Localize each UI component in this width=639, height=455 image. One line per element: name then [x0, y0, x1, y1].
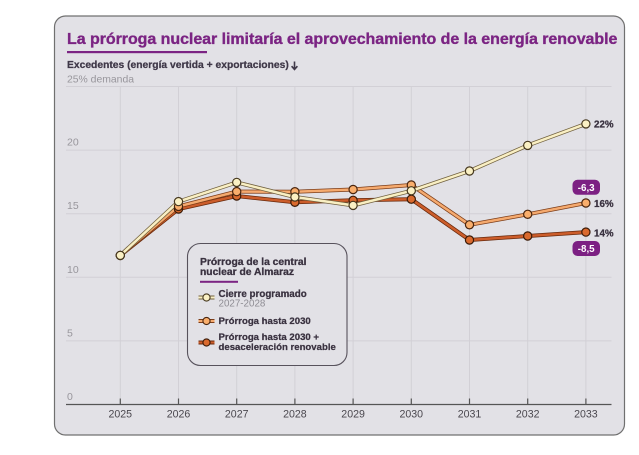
svg-text:15: 15 — [67, 200, 79, 212]
svg-text:2028: 2028 — [283, 409, 307, 421]
svg-text:Cierre programado: Cierre programado — [219, 289, 307, 300]
svg-text:2030: 2030 — [400, 409, 424, 421]
svg-text:Prórroga de la central: Prórroga de la central — [200, 257, 307, 268]
svg-text:10: 10 — [67, 264, 79, 276]
svg-text:0: 0 — [67, 391, 73, 403]
svg-text:2027: 2027 — [225, 409, 249, 421]
svg-text:2029: 2029 — [341, 409, 365, 421]
svg-text:Prórroga hasta 2030 +: Prórroga hasta 2030 + — [219, 332, 320, 343]
svg-text:16%: 16% — [594, 199, 614, 210]
svg-text:2027-2028: 2027-2028 — [219, 299, 266, 310]
svg-text:2032: 2032 — [516, 409, 540, 421]
svg-text:14%: 14% — [594, 229, 614, 240]
svg-text:2025: 2025 — [109, 409, 133, 421]
svg-text:La prórroga nuclear limitaría: La prórroga nuclear limitaría el aprovec… — [67, 31, 618, 48]
svg-text:nuclear de Almaraz: nuclear de Almaraz — [200, 267, 294, 278]
svg-text:desaceleración renovable: desaceleración renovable — [219, 342, 336, 353]
svg-text:-8,5: -8,5 — [578, 244, 595, 255]
svg-text:Prórroga hasta 2030: Prórroga hasta 2030 — [219, 316, 311, 327]
svg-text:2031: 2031 — [458, 409, 482, 421]
svg-text:20: 20 — [67, 137, 79, 149]
svg-text:25% demanda: 25% demanda — [67, 75, 134, 86]
svg-text:Excedentes (energía vertida +: Excedentes (energía vertida + exportacio… — [67, 60, 289, 71]
svg-text:22%: 22% — [594, 120, 614, 131]
svg-text:-6,3: -6,3 — [578, 183, 595, 194]
svg-text:2033: 2033 — [574, 409, 598, 421]
svg-text:2026: 2026 — [167, 409, 191, 421]
svg-text:5: 5 — [67, 327, 73, 339]
